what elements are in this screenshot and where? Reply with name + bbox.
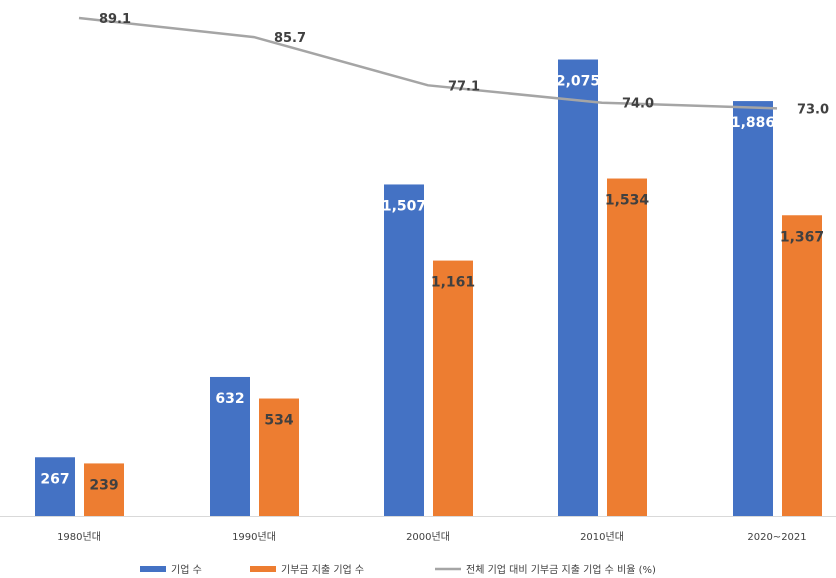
data-label-companies-2: 1,507 [382,198,426,214]
data-label-donating-companies-4: 1,367 [780,229,824,245]
bar-companies-4 [733,101,773,516]
data-label-donating-companies-2: 1,161 [431,275,475,291]
data-label-companies-4: 1,886 [731,115,775,131]
data-label-companies-0: 267 [40,471,69,487]
legend-swatch-0 [140,566,166,572]
ratio-line [78,16,778,110]
bar-donating-companies-1 [259,398,299,516]
data-label-donating-companies-1: 534 [264,413,293,429]
x-tick-label-0: 1980년대 [57,531,101,543]
legend-label-0: 기업 수 [171,563,202,576]
legend: 기업 수 기부금 지출 기업 수 전체 기업 대비 기부금 지출 기업 수 비율 (… [140,563,656,576]
ratio-label-3: 74.0 [622,97,654,112]
legend-swatch-1 [250,566,276,572]
x-tick-label-3: 2010년대 [580,531,624,543]
ratio-label-4: 73.0 [797,102,829,117]
bar-donating-companies-3 [607,178,647,516]
bar-companies-2 [384,184,424,516]
bar-donating-companies-2 [433,260,473,516]
bar-donating-companies-4 [782,215,822,516]
data-label-donating-companies-3: 1,534 [605,193,650,209]
data-label-companies-3: 2,075 [556,74,600,90]
bar-donating-companies-0 [84,463,124,516]
data-label-companies-1: 632 [215,391,244,407]
bar-companies-1 [210,376,250,516]
ratio-label-0: 89.1 [99,12,131,27]
x-tick-label-1: 1990년대 [232,531,276,543]
bar-companies-3 [558,59,598,516]
legend-label-2: 전체 기업 대비 기부금 지출 기업 수 비율 (%) [466,563,656,576]
x-tick-label-4: 2020~2021 [747,532,806,543]
ratio-label-2: 77.1 [448,79,480,94]
x-tick-label-2: 2000년대 [406,531,450,543]
legend-label-1: 기부금 지출 기업 수 [281,563,364,576]
data-label-donating-companies-0: 239 [89,477,118,493]
bar-companies-0 [35,457,75,516]
ratio-label-1: 85.7 [274,31,306,46]
